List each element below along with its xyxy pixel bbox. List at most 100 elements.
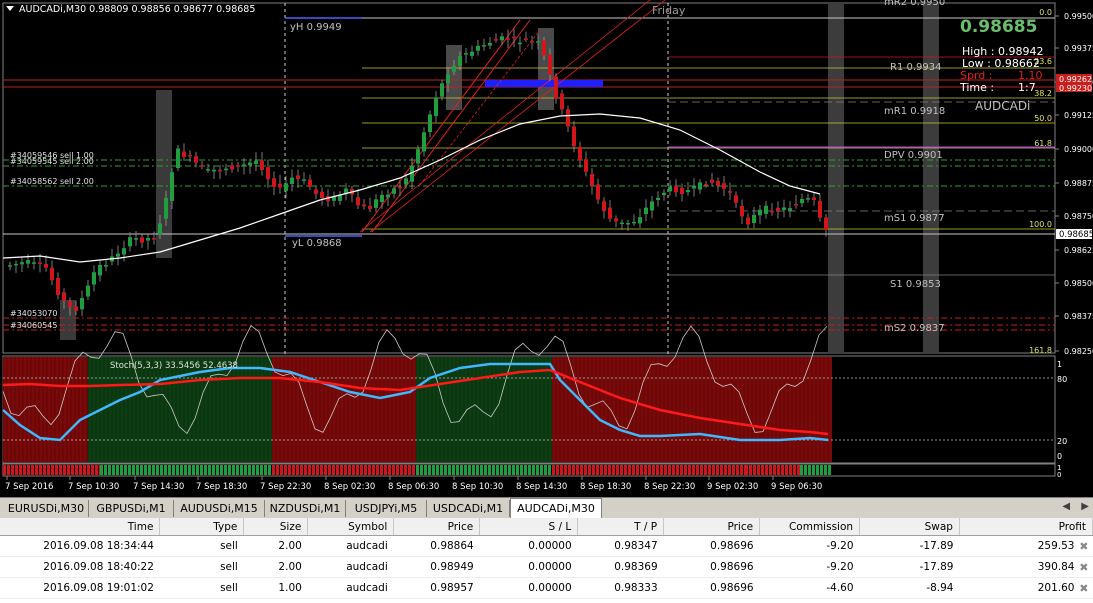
table-row[interactable]: 2016.09.08 18:40:22 sell 2.00 audcadi 0.9894… [0, 556, 1093, 578]
histogram-bar [27, 465, 30, 475]
candle-body [398, 186, 402, 189]
time-value: 1:7 [1018, 81, 1036, 94]
histogram-bar [192, 465, 195, 475]
histogram-bar [516, 465, 519, 475]
histogram-bar [208, 465, 211, 475]
table-row[interactable]: 2016.09.08 19:01:02 sell 1.00 audcadi 0.9895… [0, 577, 1093, 599]
table-cell: 2.00 [243, 556, 308, 578]
current-price-tag-text: 0.98685 [1059, 230, 1093, 240]
histogram-bar [660, 465, 663, 475]
candle-body [32, 262, 36, 264]
tab-usdcadi-m1[interactable]: USDCADi,M1 [427, 500, 510, 517]
histogram-bar [384, 465, 387, 475]
histogram-bar [148, 465, 151, 475]
column-header[interactable]: Swap [859, 518, 960, 536]
table-cell: 201.60 ✖ [959, 577, 1093, 599]
tab-audcadi-m30[interactable]: AUDCADi,M30 [510, 498, 602, 518]
column-header[interactable]: Type [159, 518, 245, 536]
candle-body [644, 207, 648, 215]
histogram-bar [51, 465, 54, 475]
histogram-bar [200, 465, 203, 475]
histogram-bar [95, 465, 98, 475]
tab-usdjpyi-m5[interactable]: USDJPYi,M5 [346, 500, 427, 517]
candle-body [320, 191, 324, 199]
candle-body [620, 222, 624, 225]
column-header[interactable]: Time [0, 518, 161, 536]
column-header[interactable]: Commission [759, 518, 861, 536]
histogram-bar [460, 465, 463, 475]
table-cell: 2016.09.08 18:40:22 [0, 556, 160, 578]
order-label[interactable]: #34059546 sell 1.00 [10, 151, 94, 160]
histogram-bar [372, 465, 375, 475]
histogram-bar [128, 465, 131, 475]
candle-body [542, 40, 546, 56]
candle-body [26, 260, 30, 264]
arrow-left-icon[interactable]: ◀ [1062, 501, 1071, 512]
fib-618: 61.8 [1034, 139, 1052, 148]
candle-body [482, 45, 486, 47]
table-cell: 0.98949 [393, 556, 480, 578]
candle-body [740, 206, 744, 217]
tab-audusdi-m15[interactable]: AUDUSDi,M15 [174, 500, 265, 517]
dropdown-arrow-icon[interactable] [6, 6, 14, 11]
order-label[interactable]: #34059545 sell 2.00 [10, 157, 94, 166]
column-header[interactable]: Profit [959, 518, 1093, 536]
tab-eurusdi-m30[interactable]: EURUSDi,M30 [4, 500, 89, 517]
histogram-bar [532, 465, 535, 475]
histogram-bar [316, 465, 319, 475]
histogram-bar [79, 465, 82, 475]
price-axis-label: 0.98375 [1064, 312, 1093, 321]
table-cell: 0.98333 [577, 577, 664, 599]
histogram-bar [23, 465, 26, 475]
candle-body [608, 207, 612, 219]
column-header[interactable]: Symbol [307, 518, 395, 536]
candle-body [770, 210, 774, 213]
fib-50: 50.0 [1034, 114, 1052, 123]
candle-body [290, 177, 294, 185]
high-label: High : 0.98942 [962, 45, 1043, 58]
price-tag-text: 0.99230 [1059, 84, 1092, 93]
candle-body [812, 197, 816, 201]
arrow-right-icon[interactable]: ▶ [1081, 501, 1089, 512]
close-icon[interactable]: ✖ [1079, 561, 1089, 574]
histogram-bar [91, 465, 94, 475]
order-label[interactable]: #34058562 sell 2.00 [10, 177, 94, 186]
histogram-bar [608, 465, 611, 475]
level-mr1: mR1 0.9918 [884, 106, 945, 117]
candle-body [506, 38, 510, 40]
order-label[interactable]: #34053070 [10, 309, 57, 318]
histogram-bar [15, 465, 18, 475]
table-cell: -8.94 [859, 577, 960, 599]
histogram-bar [488, 465, 491, 475]
column-header[interactable]: Size [243, 518, 309, 536]
candle-body [38, 262, 42, 264]
order-label[interactable]: #34060545 [10, 321, 57, 330]
histogram-bar [740, 465, 743, 475]
histogram-bar [464, 465, 467, 475]
table-row[interactable]: 2016.09.08 18:34:44 sell 2.00 audcadi 0.9886… [0, 535, 1093, 557]
candle-body [8, 265, 12, 267]
histogram-bar [220, 465, 223, 475]
level-mr2: mR2 0.9950 [884, 0, 945, 8]
column-header[interactable]: S / L [479, 518, 579, 536]
column-header[interactable]: Price [393, 518, 481, 536]
table-cell: 2.00 [243, 535, 308, 557]
histogram-bar [520, 465, 523, 475]
tab-gbpusdi-m1[interactable]: GBPUSDi,M1 [89, 500, 174, 517]
histogram-bar [800, 465, 803, 475]
tab-nzdusdi-m1[interactable]: NZDUSDi,M1 [265, 500, 346, 517]
table-cell: -17.89 [859, 535, 960, 557]
column-header[interactable]: T / P [577, 518, 665, 536]
table-cell: 0.98696 [663, 577, 760, 599]
column-header[interactable]: Price [663, 518, 761, 536]
histogram-bar [484, 465, 487, 475]
histogram-bar [352, 465, 355, 475]
histogram-bar [256, 465, 259, 475]
histogram-bar [540, 465, 543, 475]
close-icon[interactable]: ✖ [1079, 582, 1089, 595]
close-icon[interactable]: ✖ [1079, 540, 1089, 553]
table-cell: -4.60 [759, 577, 860, 599]
candle-body [656, 197, 660, 201]
price-chart[interactable]: AUDCADi,M30 0.98809 0.98856 0.98677 0.98… [0, 0, 1093, 497]
